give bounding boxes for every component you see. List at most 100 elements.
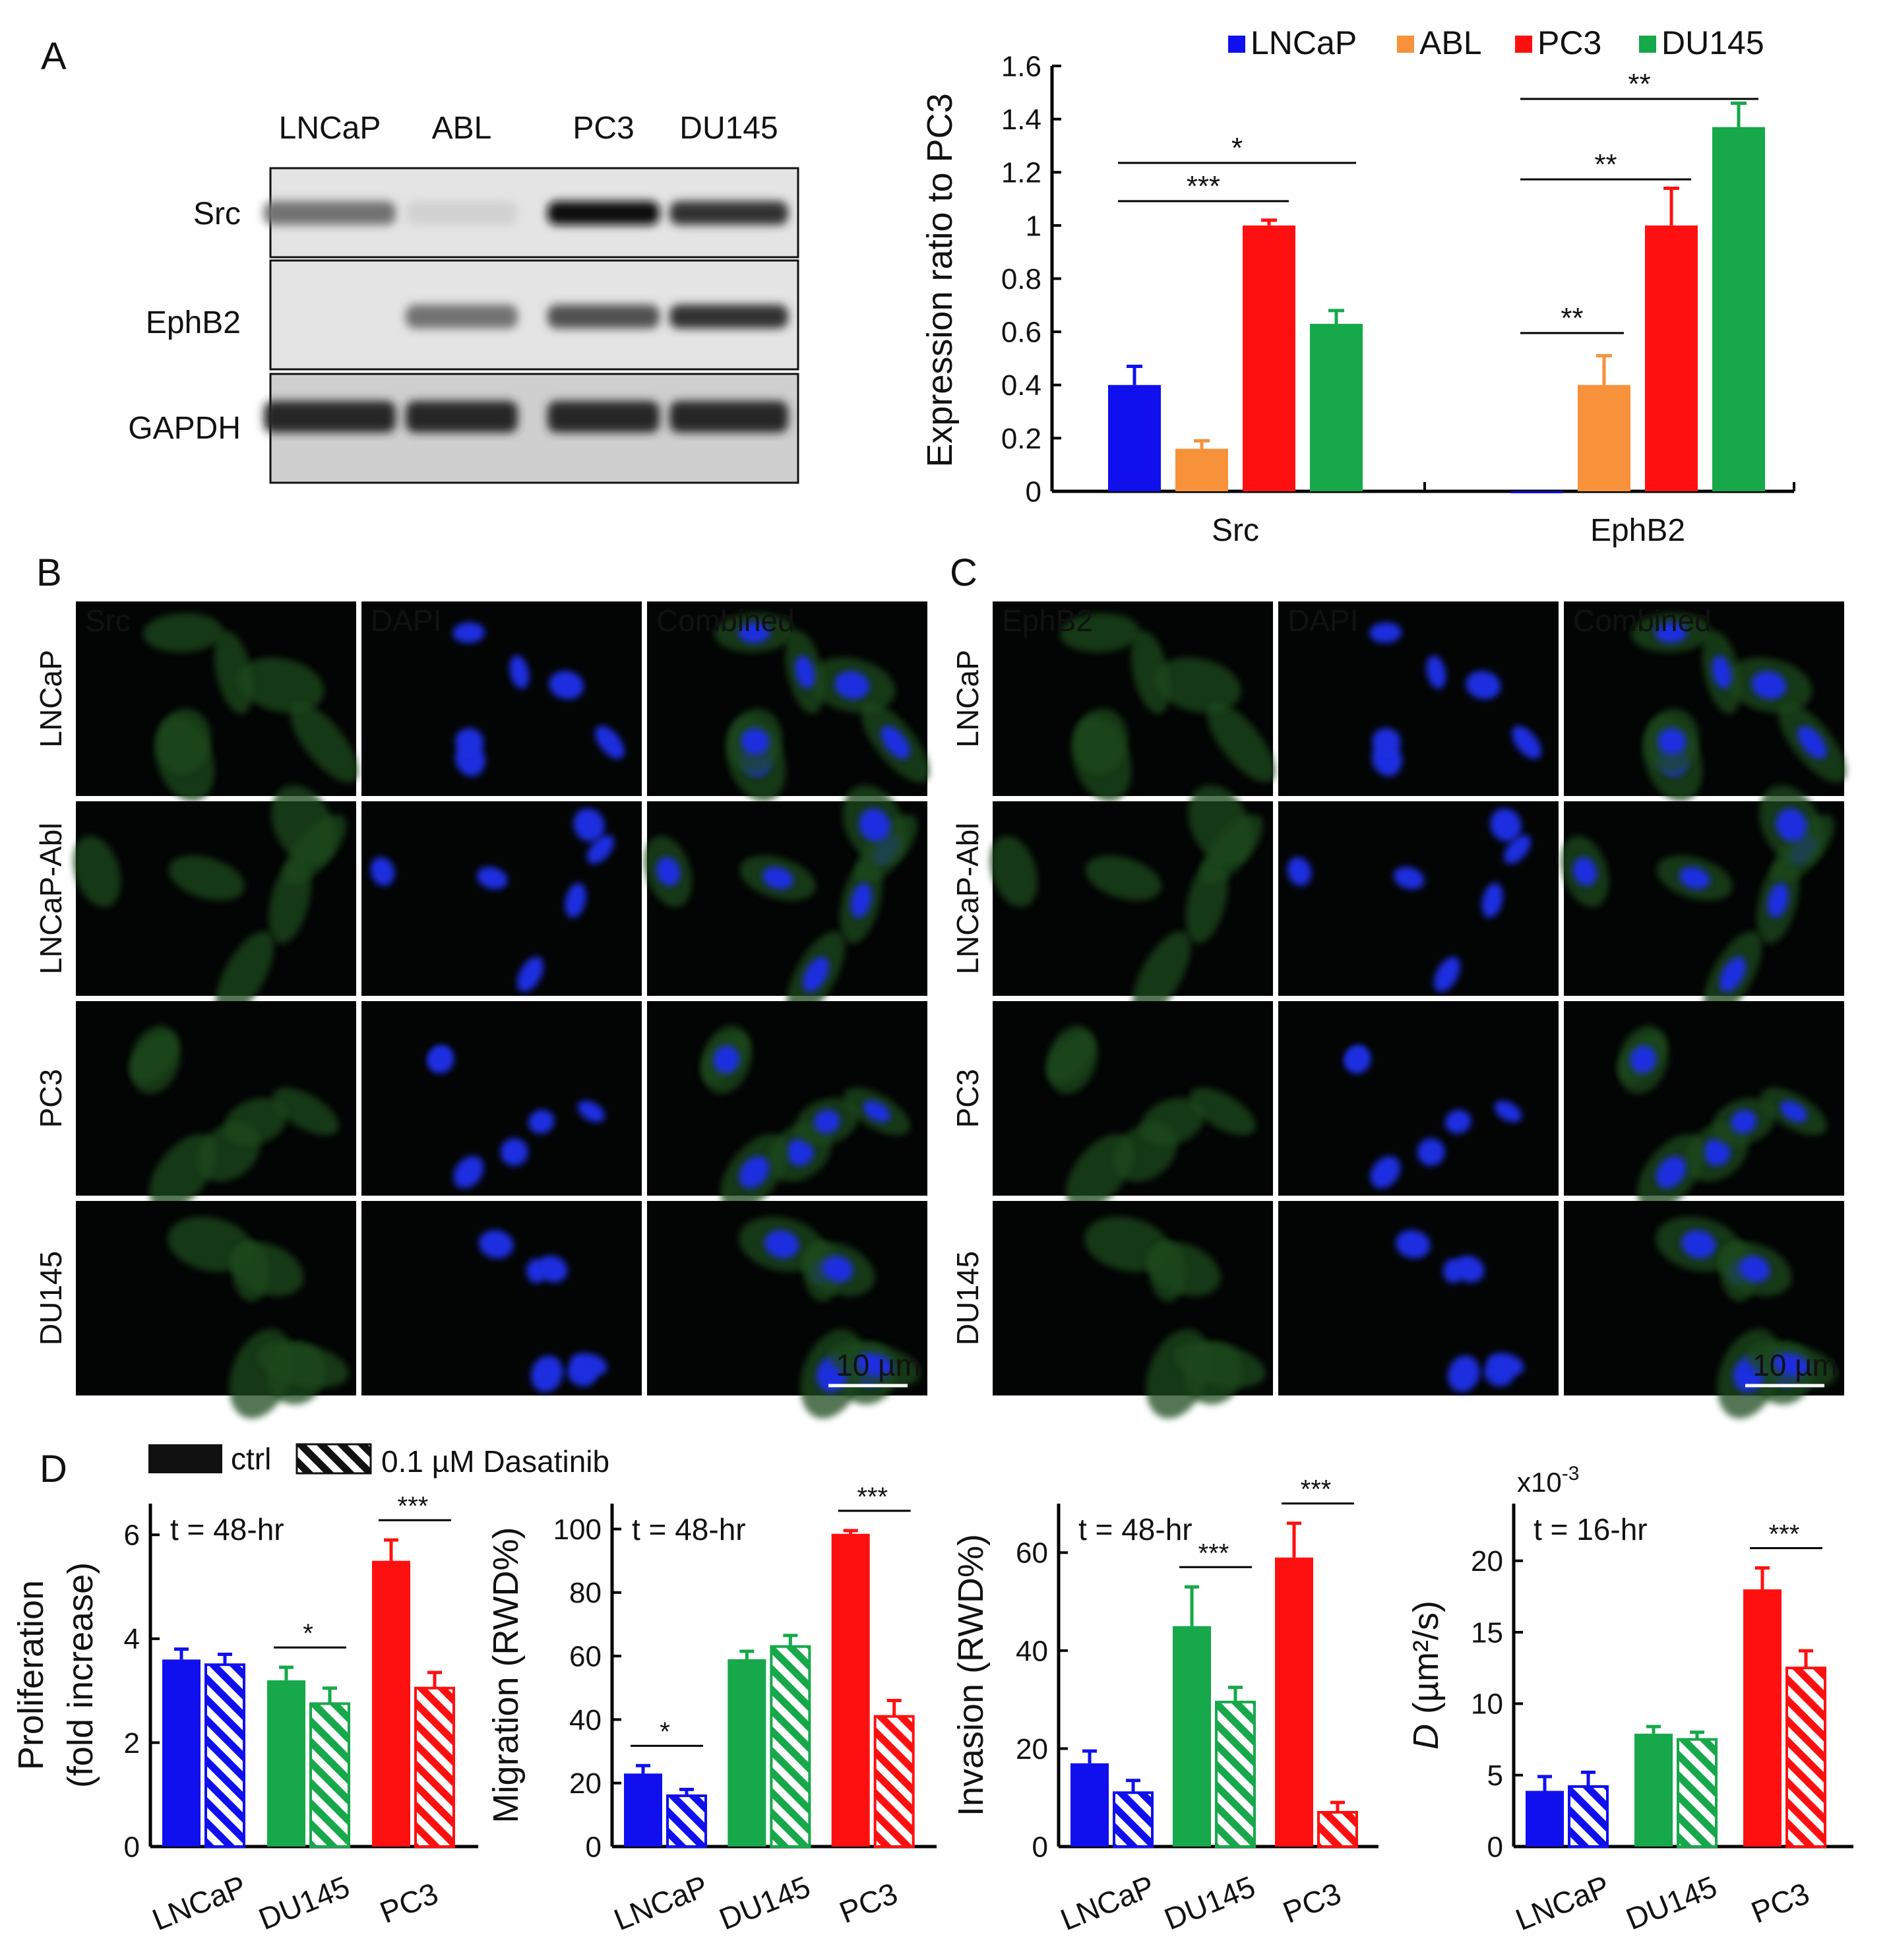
micro-c-nucleus xyxy=(1369,622,1402,643)
micro-b-nucleus xyxy=(479,1230,514,1259)
western-blot: LNCaP ABL PC3 DU145 Src EphB2 GAPDH xyxy=(128,111,799,484)
blot-lane-label-abl: ABL xyxy=(432,111,492,146)
micro-c-row-label-lncap-abl: LNCaP-Abl xyxy=(950,822,985,974)
invasion-category-du145: DU145 xyxy=(1160,1869,1260,1936)
blot-row-label-ephb2: EphB2 xyxy=(146,305,241,340)
micro-b-nucleus xyxy=(713,1045,739,1074)
micro-b-nucleus xyxy=(764,1230,799,1259)
micro-b-image-lncap-dapi xyxy=(361,601,642,796)
invasion-bar-pc3-ctrl xyxy=(1275,1557,1313,1847)
micro-c-nucleus xyxy=(1287,857,1312,886)
chart-a-legend-swatch-du145 xyxy=(1639,36,1656,53)
micro-b-nucleus xyxy=(427,1045,454,1074)
micro-c-nucleus xyxy=(1487,1353,1524,1376)
legend-dasatinib-swatch xyxy=(295,1443,372,1475)
proliferation-significance-label: * xyxy=(303,1619,313,1648)
proliferation-y-tick-label: 0 xyxy=(124,1831,140,1863)
micro-c-nucleus xyxy=(1512,725,1541,759)
migration-bar-pc3-ctrl xyxy=(831,1533,870,1847)
micro-b-nucleus xyxy=(786,1138,814,1166)
chart-a-bar-ephb2-pc3 xyxy=(1645,225,1698,491)
micro-c-nucleus xyxy=(1655,622,1687,643)
micro-c-nucleus xyxy=(1679,867,1710,890)
chart-a-y-tick-label: 0 xyxy=(1026,475,1041,508)
blot-band-gapdh-pc3 xyxy=(547,401,660,433)
legend-ctrl-swatch xyxy=(148,1444,222,1473)
chart-a-legend-swatch-abl xyxy=(1397,36,1414,53)
micro-b-cell-body xyxy=(168,855,245,901)
micro-c-nucleus xyxy=(1504,835,1531,864)
micro-c-cell-body xyxy=(1188,785,1253,865)
micro-b-cell-body xyxy=(215,931,274,1018)
micro-b-nucleus xyxy=(656,857,681,886)
micro-b-nucleus xyxy=(509,655,530,689)
chart-a-legend-label-abl: ABL xyxy=(1419,24,1482,61)
proliferation-chart: 0 2 4 6 t = 48-hr LNCaP DU145 * PC3 *** Proliferat… xyxy=(11,1492,478,1937)
micro-b-nucleus xyxy=(814,1109,840,1134)
micro-b-nucleus xyxy=(477,867,508,890)
micro-c-cell-body xyxy=(1073,708,1128,774)
invasion-y-label: Invasion (RWD%) xyxy=(951,1534,991,1816)
diffusion-y-tick-label: 0 xyxy=(1487,1831,1503,1863)
chart-a-y-tick-label: 1.6 xyxy=(1001,50,1041,82)
invasion-significance-label: *** xyxy=(1301,1475,1332,1504)
micro-b-column-label-combined: Combined xyxy=(656,603,795,638)
micro-c-nucleus xyxy=(1490,808,1522,842)
invasion-category-pc3: PC3 xyxy=(1278,1876,1346,1930)
micro-b-scalebar-label: 10 µm xyxy=(836,1348,921,1382)
micro-c-nucleus xyxy=(1712,655,1732,689)
migration-bar-du145-dasatinib xyxy=(770,1645,811,1849)
micro-c-nucleus xyxy=(1344,1045,1371,1074)
invasion-annotation: t = 48-hr xyxy=(1078,1512,1193,1547)
chart-a-bar-ephb2-lncap xyxy=(1510,491,1563,493)
micro-c-cell-body xyxy=(1131,630,1170,714)
legend-dasatinib-label: 0.1 µM Dasatinib xyxy=(381,1444,609,1479)
micro-b-nucleus xyxy=(587,835,614,864)
micro-b-row-label-lncap-abl: LNCaP-Abl xyxy=(34,822,68,974)
micro-b-nucleus xyxy=(856,1353,893,1376)
diffusion-bar-du145-ctrl xyxy=(1634,1733,1673,1847)
chart-a-legend-swatch-lncap xyxy=(1228,36,1245,53)
diffusion-category-du145: DU145 xyxy=(1621,1869,1721,1936)
micro-c-nucleus xyxy=(1494,1101,1522,1122)
micro-c-nucleus xyxy=(1767,883,1789,918)
micro-c-nucleus xyxy=(1466,671,1501,700)
chart-a-bar-src-abl xyxy=(1175,448,1228,491)
diffusion-scale-note: x10-3 xyxy=(1517,1463,1579,1498)
blot-lane-label-du145: DU145 xyxy=(679,111,778,146)
chart-a-y-tick-label: 1.4 xyxy=(1001,104,1041,136)
chart-a-y-tick-label: 1.2 xyxy=(1001,157,1041,189)
legend-ctrl-label: ctrl xyxy=(231,1442,271,1476)
micro-c-scalebar-label: 10 µm xyxy=(1752,1348,1838,1382)
panel-label-c: C xyxy=(950,551,977,594)
diffusion-y-tick-label: 5 xyxy=(1487,1760,1503,1792)
micro-c-nucleus xyxy=(1780,1101,1808,1122)
proliferation-category-du145: DU145 xyxy=(254,1869,354,1936)
micro-c-nucleus xyxy=(1426,655,1446,689)
micro-c-nucleus xyxy=(1396,1230,1431,1259)
diffusion-y-tick-label: 20 xyxy=(1471,1545,1503,1577)
migration-significance-label: *** xyxy=(857,1483,888,1512)
micro-b-nucleus xyxy=(571,1353,607,1376)
micro-b-cell-body xyxy=(268,857,311,944)
migration-annotation: t = 48-hr xyxy=(632,1512,746,1547)
migration-category-pc3: PC3 xyxy=(834,1876,902,1930)
chart-a-legend-swatch-pc3 xyxy=(1515,36,1532,53)
proliferation-y-tick-label: 4 xyxy=(124,1623,140,1655)
chart-a-significance-label: ** xyxy=(1594,148,1617,181)
proliferation-bar-lncap-ctrl xyxy=(162,1659,201,1847)
chart-a-bar-ephb2-du145 xyxy=(1712,127,1765,491)
diffusion-y-tick-label: 15 xyxy=(1471,1616,1503,1649)
panel-label-a: A xyxy=(41,35,67,78)
diffusion-chart: 0 5 10 15 20 t = 16-hr LNCaP DU145 PC3 *** D (µm²/… xyxy=(1406,1463,1853,1937)
micro-b-nucleus xyxy=(822,1255,853,1283)
invasion-bar-du145-ctrl xyxy=(1173,1626,1211,1847)
proliferation-bar-pc3-dasatinib xyxy=(414,1686,455,1849)
blot-band-ephb2-du145 xyxy=(669,305,788,328)
micro-c-nucleus xyxy=(1372,728,1401,754)
micro-c-nucleus xyxy=(1445,1109,1472,1134)
blot-lane-label-pc3: PC3 xyxy=(573,111,634,146)
migration-y-tick-label: 100 xyxy=(553,1514,602,1546)
micro-b-nucleus xyxy=(859,808,890,842)
